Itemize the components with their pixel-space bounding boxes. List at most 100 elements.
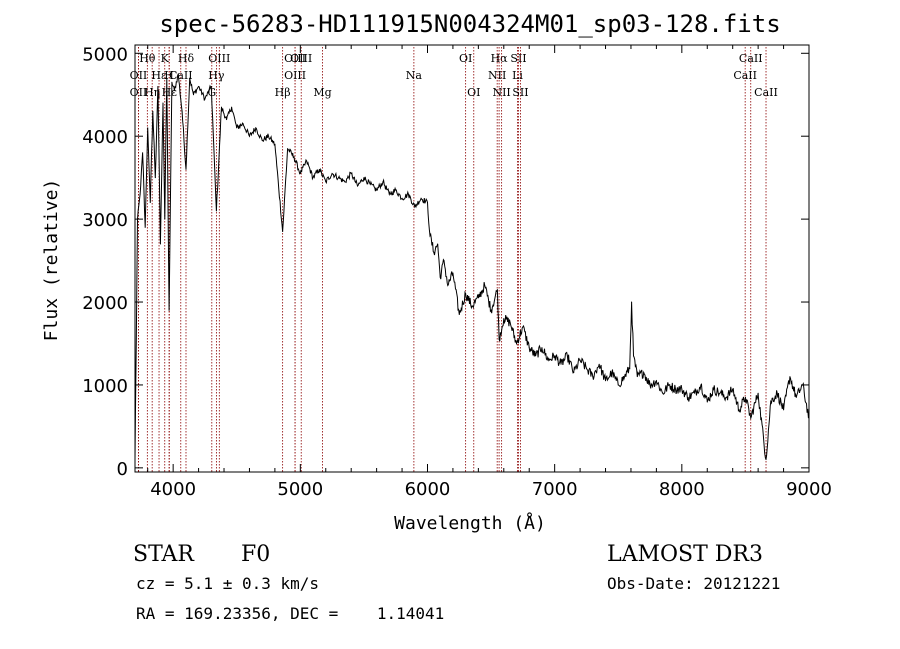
data-point bbox=[248, 135, 250, 137]
data-point bbox=[139, 193, 141, 195]
data-point bbox=[503, 318, 505, 320]
data-point bbox=[157, 85, 159, 87]
data-point bbox=[312, 177, 314, 179]
data-point bbox=[177, 73, 179, 75]
data-point bbox=[694, 392, 696, 394]
data-point bbox=[144, 226, 146, 228]
x-tick-label: 6000 bbox=[405, 479, 451, 500]
data-point bbox=[210, 85, 212, 87]
data-point bbox=[585, 367, 587, 369]
line-marker-label: CaII bbox=[739, 52, 763, 65]
data-point bbox=[738, 409, 740, 411]
data-point bbox=[509, 322, 511, 324]
data-point bbox=[541, 347, 543, 349]
line-marker-label: Hα bbox=[491, 52, 509, 65]
line-marker-label: Hθ bbox=[139, 52, 156, 65]
data-point bbox=[407, 193, 409, 195]
line-marker-label: OI bbox=[467, 86, 480, 99]
data-point bbox=[166, 77, 168, 79]
data-point bbox=[433, 251, 435, 253]
y-axis-label: Flux (relative) bbox=[41, 179, 62, 342]
data-point bbox=[624, 376, 626, 378]
line-marker-label: Hε bbox=[162, 86, 178, 99]
line-markers-layer: HθOIIOIIHηHεKHHεHδCaIIOIIIHγGOIIIOIIIHβO… bbox=[130, 47, 778, 472]
series-line-flux bbox=[134, 73, 810, 460]
data-point bbox=[299, 173, 301, 175]
line-marker-label: OIII bbox=[284, 69, 306, 82]
data-point bbox=[662, 392, 664, 394]
y-tick-label: 4000 bbox=[82, 127, 128, 148]
object-subclass: F0 bbox=[241, 542, 270, 567]
data-point bbox=[382, 181, 384, 183]
y-tick-label: 1000 bbox=[82, 376, 128, 397]
x-tick-label: 9000 bbox=[786, 479, 832, 500]
y-tick-label: 5000 bbox=[82, 44, 128, 65]
redshift-info: cz = 5.1 ± 0.3 km/s bbox=[136, 574, 319, 593]
series-layer bbox=[134, 73, 810, 461]
data-point bbox=[159, 243, 161, 245]
data-point bbox=[293, 156, 295, 158]
data-point bbox=[149, 202, 151, 204]
data-point bbox=[325, 181, 327, 183]
data-point bbox=[573, 372, 575, 374]
data-point bbox=[376, 189, 378, 191]
line-marker-label: CaII bbox=[754, 86, 778, 99]
line-marker-label: OIII bbox=[284, 52, 306, 65]
data-point bbox=[719, 392, 721, 394]
data-point bbox=[484, 284, 486, 286]
line-marker-label: OII bbox=[130, 86, 148, 99]
data-point bbox=[369, 183, 371, 185]
data-point bbox=[363, 177, 365, 179]
data-point bbox=[783, 409, 785, 411]
data-point bbox=[236, 127, 238, 129]
data-point bbox=[465, 293, 467, 295]
data-point bbox=[452, 272, 454, 274]
data-point bbox=[566, 355, 568, 357]
data-point bbox=[439, 276, 441, 278]
data-point bbox=[560, 363, 562, 365]
data-point bbox=[447, 284, 449, 286]
data-point bbox=[496, 289, 498, 291]
line-marker-label: NII bbox=[492, 86, 510, 99]
data-point bbox=[154, 177, 156, 179]
line-marker-label: Hβ bbox=[275, 86, 291, 99]
data-point bbox=[388, 193, 390, 195]
data-point bbox=[789, 376, 791, 378]
data-point bbox=[795, 396, 797, 398]
y-tick-label: 0 bbox=[117, 459, 128, 480]
line-marker-label: Hδ bbox=[178, 52, 195, 65]
data-point bbox=[226, 119, 228, 121]
line-marker-label: OIII bbox=[208, 52, 230, 65]
line-marker-label: Hε bbox=[151, 69, 167, 82]
data-point bbox=[344, 181, 346, 183]
data-point bbox=[713, 388, 715, 390]
data-point bbox=[490, 309, 492, 311]
data-point bbox=[458, 313, 460, 315]
data-point bbox=[282, 231, 284, 233]
data-point bbox=[528, 347, 530, 349]
line-marker-label: SII bbox=[510, 52, 526, 65]
data-point bbox=[643, 372, 645, 374]
ticks-layer: 4000 5000 6000 7000 8000 9000 0 1000 2000 3000 400… bbox=[82, 44, 832, 500]
data-point bbox=[535, 355, 537, 357]
data-point bbox=[629, 367, 631, 369]
data-point bbox=[598, 363, 600, 365]
line-marker-label: Mg bbox=[313, 86, 331, 99]
data-point bbox=[357, 185, 359, 187]
x-tick-label: 8000 bbox=[659, 479, 705, 500]
data-point bbox=[231, 106, 233, 108]
data-point bbox=[215, 210, 217, 212]
data-point bbox=[700, 384, 702, 386]
data-point bbox=[181, 110, 183, 112]
line-marker-label: NII bbox=[488, 69, 506, 82]
data-point bbox=[687, 396, 689, 398]
line-marker-label: CaII bbox=[169, 69, 193, 82]
data-point bbox=[318, 168, 320, 170]
data-point bbox=[770, 401, 772, 403]
data-point bbox=[498, 338, 500, 340]
data-point bbox=[287, 148, 289, 150]
data-point bbox=[189, 77, 191, 79]
data-point bbox=[242, 123, 244, 125]
data-point bbox=[516, 342, 518, 344]
data-point bbox=[268, 135, 270, 137]
